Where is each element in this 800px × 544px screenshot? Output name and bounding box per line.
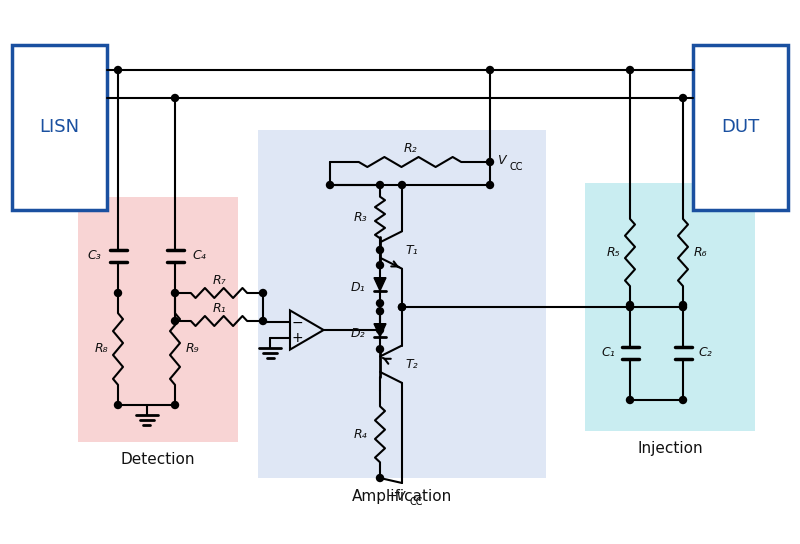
Circle shape (398, 182, 406, 189)
Text: T₁: T₁ (406, 244, 418, 257)
Circle shape (377, 474, 383, 481)
Text: −: − (291, 316, 303, 330)
Circle shape (377, 262, 383, 269)
Polygon shape (374, 324, 386, 337)
Text: C₃: C₃ (87, 249, 101, 262)
Circle shape (377, 345, 383, 353)
Circle shape (398, 304, 406, 311)
Text: R₈: R₈ (94, 343, 108, 355)
Text: CC: CC (509, 162, 522, 172)
Circle shape (486, 158, 494, 165)
Text: D₁: D₁ (350, 281, 366, 294)
Circle shape (171, 95, 178, 102)
Circle shape (326, 182, 334, 189)
Text: LISN: LISN (39, 119, 79, 137)
Circle shape (679, 301, 686, 308)
Circle shape (377, 300, 383, 307)
Circle shape (377, 246, 383, 254)
Text: R₃: R₃ (353, 211, 367, 224)
Text: R₇: R₇ (212, 274, 226, 287)
Text: CC: CC (409, 497, 422, 507)
Text: R₂: R₂ (403, 143, 417, 156)
Circle shape (626, 66, 634, 73)
Circle shape (171, 318, 178, 325)
Circle shape (377, 308, 383, 314)
Circle shape (377, 326, 383, 333)
Bar (12, 45, 107, 210)
Text: R₁: R₁ (212, 301, 226, 314)
Circle shape (486, 66, 494, 73)
Circle shape (114, 66, 122, 73)
Circle shape (398, 304, 406, 311)
Circle shape (679, 304, 686, 311)
Circle shape (377, 182, 383, 189)
Circle shape (114, 401, 122, 409)
Circle shape (259, 289, 266, 296)
Text: +: + (291, 331, 303, 344)
Text: C₂: C₂ (698, 346, 712, 359)
Circle shape (679, 95, 686, 102)
Bar (693, 45, 788, 210)
Text: Injection: Injection (637, 442, 703, 456)
Text: R₆: R₆ (693, 246, 707, 259)
Circle shape (679, 397, 686, 404)
Bar (78, 197, 238, 442)
Circle shape (259, 318, 266, 325)
Text: V: V (497, 153, 506, 166)
Circle shape (171, 289, 178, 296)
Circle shape (626, 304, 634, 311)
Bar (258, 130, 546, 478)
Bar (585, 183, 755, 431)
Text: R₄: R₄ (353, 428, 367, 441)
Text: DUT: DUT (722, 119, 760, 137)
Text: Amplification: Amplification (352, 489, 452, 504)
Text: R₉: R₉ (185, 343, 199, 355)
Text: R₅: R₅ (606, 246, 620, 259)
Text: −V: −V (387, 490, 406, 503)
Text: Detection: Detection (121, 453, 195, 467)
Text: T₂: T₂ (406, 358, 418, 370)
Circle shape (626, 301, 634, 308)
Text: C₄: C₄ (192, 249, 206, 262)
Circle shape (114, 289, 122, 296)
Text: C₁: C₁ (601, 346, 615, 359)
Polygon shape (374, 277, 386, 290)
Text: D₂: D₂ (350, 327, 366, 339)
Circle shape (626, 397, 634, 404)
Circle shape (486, 182, 494, 189)
Circle shape (171, 401, 178, 409)
